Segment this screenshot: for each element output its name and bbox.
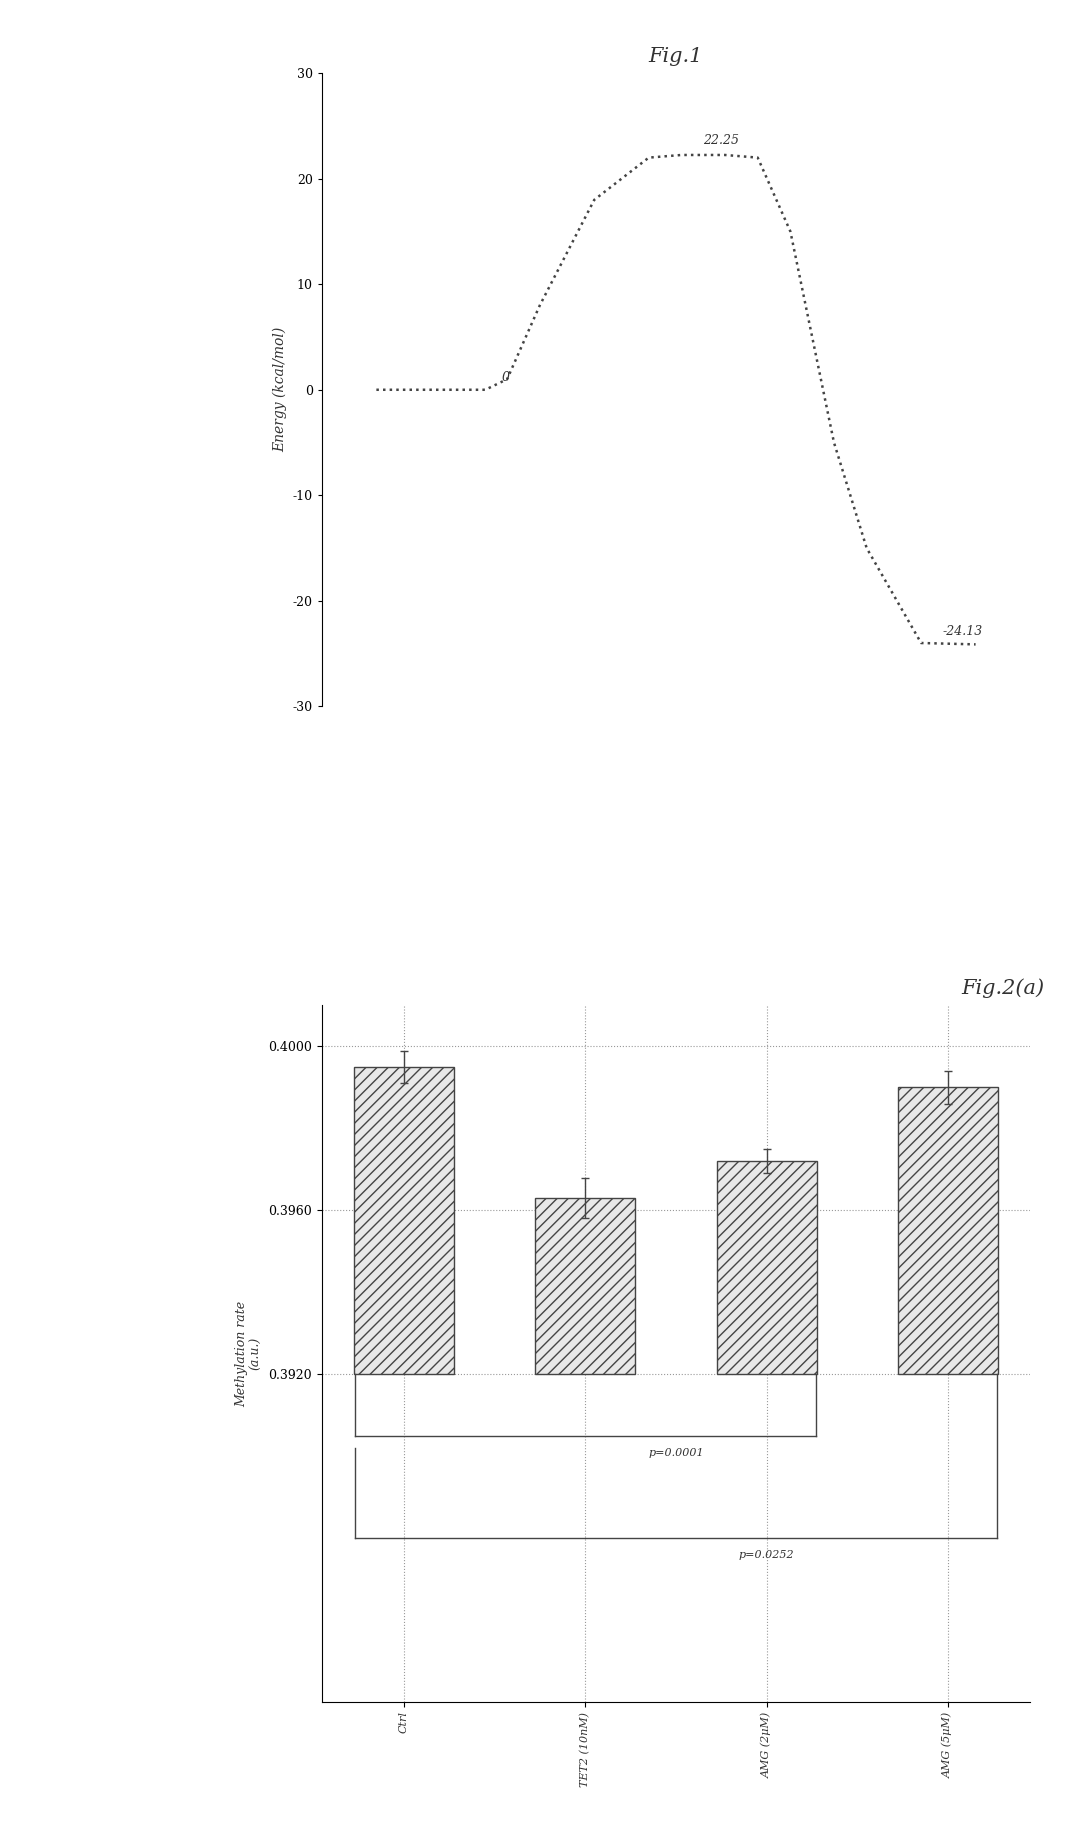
Y-axis label: Energy (kcal/mol): Energy (kcal/mol) bbox=[273, 328, 288, 452]
Text: p=0.0001: p=0.0001 bbox=[648, 1448, 704, 1459]
Bar bbox=[898, 1087, 998, 1374]
Text: p=0.0252: p=0.0252 bbox=[739, 1550, 794, 1561]
Y-axis label: Methylation rate
(a.u.): Methylation rate (a.u.) bbox=[235, 1301, 263, 1407]
Text: 22.25: 22.25 bbox=[703, 134, 739, 146]
Text: Fig.2(a): Fig.2(a) bbox=[961, 979, 1044, 999]
Bar bbox=[717, 1162, 817, 1374]
Bar bbox=[354, 1067, 454, 1374]
Bar bbox=[535, 1199, 635, 1374]
Title: Fig.1: Fig.1 bbox=[649, 48, 703, 66]
Text: 0: 0 bbox=[502, 371, 510, 384]
Text: -24.13: -24.13 bbox=[943, 624, 983, 637]
